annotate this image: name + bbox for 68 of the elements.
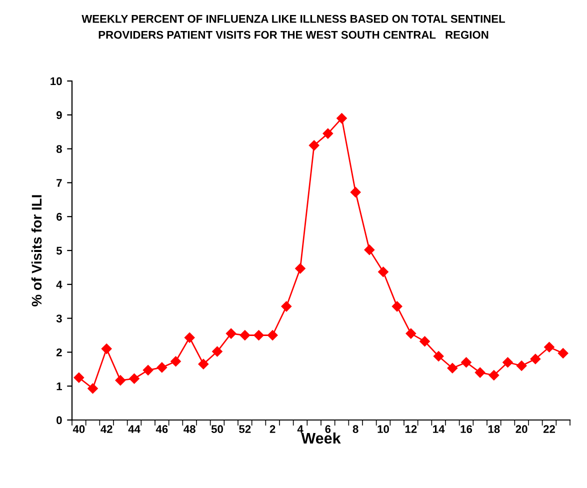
point [308, 140, 320, 151]
point [433, 351, 444, 362]
y-tick-label: 1 [56, 382, 62, 390]
point [295, 263, 306, 274]
point [474, 367, 486, 378]
point [281, 301, 292, 312]
x-tick-label: 4 [297, 425, 304, 433]
point [322, 128, 334, 139]
y-tick-label: 3 [56, 314, 62, 322]
point [530, 354, 541, 364]
y-tick-label: 7 [56, 179, 62, 187]
point [88, 383, 98, 394]
x-tick-label: 50 [211, 425, 223, 434]
x-tick-label: 16 [460, 425, 472, 434]
x-tick-label: 10 [378, 425, 389, 434]
x-tick-label: 20 [516, 425, 528, 434]
point [516, 360, 527, 371]
point [420, 336, 430, 346]
y-tick-label: 4 [56, 280, 62, 288]
x-tick-label: 8 [352, 425, 358, 434]
point [488, 370, 500, 380]
x-tick-label: 12 [405, 425, 417, 433]
y-tick-label: 9 [56, 111, 62, 120]
point [142, 365, 154, 376]
chart-title: WEEKLY PERCENT OF INFLUENZA LIKE ILLNESS BASED ON TOTAL SENTINEL PROVIDERS PATIENT VISITS FOR THE WEST SOUTH CENTRAL REGION [82, 14, 506, 39]
point [336, 113, 347, 124]
x-tick-label: 44 [128, 425, 140, 433]
y-tick-label: 10 [50, 77, 62, 86]
point [502, 357, 513, 368]
x-tick-label: 14 [433, 425, 445, 433]
point [170, 356, 181, 366]
point [364, 244, 375, 255]
x-tick-label: 42 [100, 425, 112, 433]
point [447, 363, 458, 374]
y-tick-label: 5 [56, 246, 62, 255]
x-axis-title: Week [301, 432, 341, 444]
y-tick-label: 8 [56, 145, 62, 153]
x-tick-label: 22 [543, 425, 555, 433]
x-tick-label: 48 [184, 425, 196, 434]
y-tick-label: 2 [56, 348, 62, 356]
point [350, 187, 361, 198]
point [240, 330, 250, 340]
x-tick-label: 6 [325, 425, 331, 434]
point [101, 344, 112, 354]
point [544, 342, 554, 352]
point [198, 358, 209, 370]
x-tick-label: 52 [239, 425, 251, 434]
y-tick-label: 6 [56, 212, 62, 221]
point [392, 301, 402, 312]
x-tick-label: 46 [156, 425, 168, 434]
x-tick-label: 2 [270, 425, 276, 433]
y-tick-label: 0 [56, 416, 62, 424]
point [212, 346, 222, 357]
point [406, 328, 416, 339]
x-tick-label: 40 [72, 425, 85, 434]
point [267, 330, 278, 340]
point [461, 357, 472, 368]
point [184, 332, 195, 343]
point [156, 362, 168, 373]
y-axis-title: % of Visits for ILI [31, 195, 42, 306]
point [129, 374, 140, 384]
point [558, 348, 568, 358]
point [226, 328, 236, 339]
x-tick-label: 18 [488, 425, 500, 434]
point [378, 266, 388, 277]
point [74, 372, 84, 383]
point [254, 330, 264, 340]
point [115, 375, 126, 386]
